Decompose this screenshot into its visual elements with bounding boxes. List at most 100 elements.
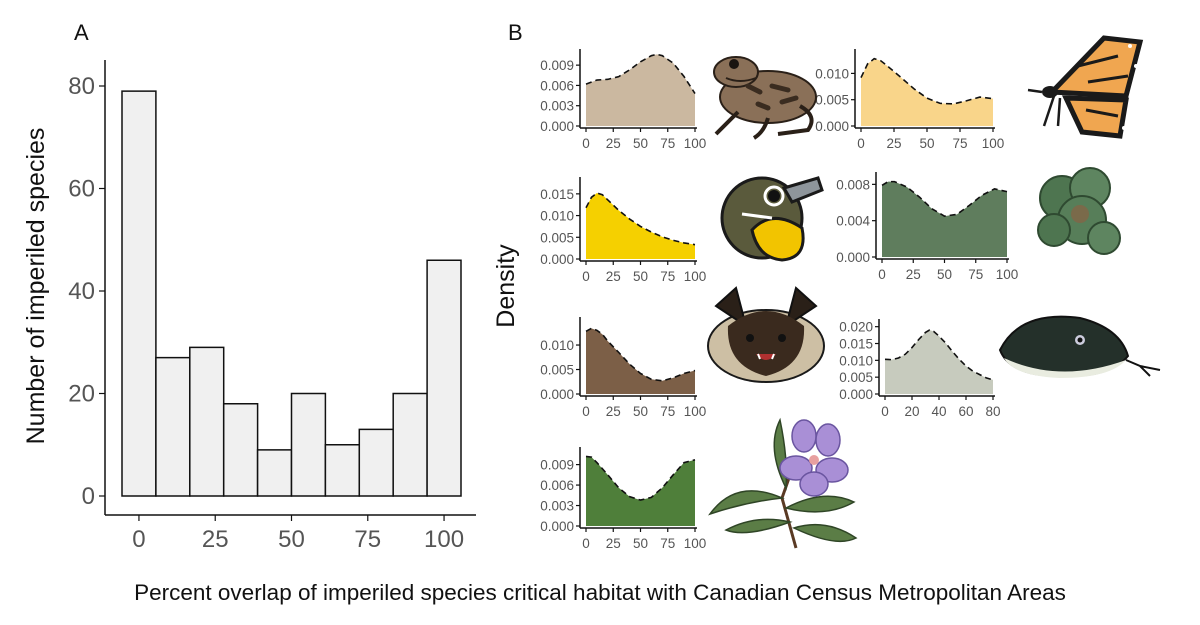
density-curve	[881, 180, 1008, 217]
panel-a-y-tick-label: 60	[68, 176, 95, 203]
density-y-tick-label: 0.010	[839, 353, 873, 368]
panel-a-x-tick-label: 50	[278, 526, 305, 553]
lichen-illustration	[1037, 167, 1121, 255]
density-x-tick-label: 100	[684, 404, 707, 419]
density-y-tick-label: 0.005	[540, 230, 574, 245]
panel-a-histogram: 0 20 40 60 80 0 25 50 75 100	[68, 60, 476, 553]
density-x-tick-label: 0	[857, 136, 865, 151]
density-x-tick-label: 75	[968, 267, 983, 282]
histogram-bar	[426, 259, 462, 497]
panel-a-x-tick-label: 0	[132, 526, 145, 553]
histogram-bar	[121, 90, 157, 497]
density-x-tick-label: 50	[633, 404, 648, 419]
density-y-tick-label: 0.000	[839, 387, 873, 402]
density-x-tick-label: 80	[985, 404, 1000, 419]
histogram-bar	[256, 449, 293, 497]
density-x-tick-label: 0	[582, 404, 590, 419]
density-x-tick-label: 25	[606, 269, 621, 284]
density-y-tick-label: 0.000	[836, 250, 870, 265]
monarch-butterfly-illustration	[1027, 35, 1144, 139]
density-x-tick-label: 50	[919, 136, 934, 151]
density-x-tick-label: 25	[606, 536, 621, 551]
density-y-tick-label: 0.010	[540, 338, 574, 353]
panel-b-y-axis-label: Density	[492, 244, 520, 328]
snake-illustration	[998, 315, 1161, 378]
density-area	[885, 330, 993, 394]
histogram-bar	[358, 428, 394, 497]
density-x-tick-label: 0	[878, 267, 886, 282]
panel-a-x-tick-label: 100	[424, 526, 464, 553]
density-x-tick-label: 25	[606, 404, 621, 419]
density-x-tick-label: 100	[684, 269, 707, 284]
density-y-tick-label: 0.000	[540, 252, 574, 267]
density-y-tick-label: 0.003	[540, 99, 574, 114]
histogram-bar	[189, 346, 225, 497]
panel-b-density-plots: 0.000 0.003 0.006 0.009 0 25 50 75 100 0.000 0.005…	[540, 49, 1018, 551]
density-y-tick-label: 0.009	[540, 458, 574, 473]
density-curve	[585, 327, 696, 382]
density-x-tick-label: 75	[660, 136, 675, 151]
panel-a-label: A	[74, 20, 89, 45]
panel-a-y-axis-label: Number of imperiled species	[22, 128, 50, 445]
density-area	[861, 58, 993, 126]
density-x-tick-label: 0	[582, 269, 590, 284]
density-y-tick-label: 0.005	[839, 370, 873, 385]
histogram-bar	[324, 444, 361, 497]
density-y-tick-label: 0.015	[540, 187, 574, 202]
density-y-tick-label: 0.005	[815, 93, 849, 108]
panel-a-y-tick-label: 40	[68, 278, 95, 305]
density-x-tick-label: 25	[606, 136, 621, 151]
density-curve	[884, 329, 994, 381]
density-curve	[585, 455, 696, 501]
density-y-tick-label: 0.004	[836, 214, 870, 229]
density-y-tick-label: 0.000	[815, 119, 849, 134]
density-x-tick-label: 75	[660, 536, 675, 551]
density-subplot-bat: 0.000 0.005 0.010 0 25 50 75 100	[540, 317, 706, 419]
density-x-tick-label: 75	[952, 136, 967, 151]
density-y-tick-label: 0.006	[540, 78, 574, 93]
density-x-tick-label: 50	[633, 536, 648, 551]
density-x-tick-label: 50	[937, 267, 952, 282]
frog-illustration	[713, 56, 817, 140]
density-y-tick-label: 0.015	[839, 337, 873, 352]
density-y-tick-label: 0.003	[540, 499, 574, 514]
density-x-tick-label: 75	[660, 269, 675, 284]
density-x-tick-label: 100	[684, 136, 707, 151]
density-subplot-violet: 0.000 0.003 0.006 0.009 0 25 50 75 100	[540, 447, 706, 551]
density-area	[586, 54, 695, 127]
density-x-tick-label: 50	[633, 269, 648, 284]
density-y-tick-label: 0.020	[839, 320, 873, 335]
density-area	[586, 328, 695, 394]
density-y-tick-label: 0.008	[836, 177, 870, 192]
density-subplot-lichen: 0.000 0.004 0.008 0 25 50 75 100	[836, 172, 1018, 282]
density-x-tick-label: 100	[982, 136, 1005, 151]
density-y-tick-label: 0.009	[540, 58, 574, 73]
panel-a-y-tick-label: 20	[68, 381, 95, 408]
density-x-tick-label: 0	[582, 536, 590, 551]
density-x-tick-label: 25	[906, 267, 921, 282]
panel-b-label: B	[508, 20, 523, 45]
density-y-tick-label: 0.000	[540, 519, 574, 534]
density-y-tick-label: 0.010	[540, 209, 574, 224]
density-x-tick-label: 100	[996, 267, 1019, 282]
density-area	[586, 456, 695, 526]
histogram-bar	[290, 392, 327, 497]
density-subplot-butterfly: 0.000 0.005 0.010 0 25 50 75 100	[815, 49, 1004, 151]
x-axis-label: Percent overlap of imperiled species cri…	[134, 580, 1066, 605]
density-x-tick-label: 25	[886, 136, 901, 151]
violet-flower-illustration	[708, 417, 858, 549]
density-y-tick-label: 0.005	[540, 363, 574, 378]
density-curve	[860, 57, 994, 105]
density-x-tick-label: 20	[904, 404, 919, 419]
density-x-tick-label: 50	[633, 136, 648, 151]
panel-a-y-tick-label: 80	[68, 73, 95, 100]
histogram-bar	[392, 392, 428, 497]
panel-a-x-tick-label: 25	[202, 526, 229, 553]
density-area	[586, 192, 695, 259]
density-y-tick-label: 0.000	[540, 119, 574, 134]
density-x-tick-label: 40	[931, 404, 946, 419]
density-subplot-frog: 0.000 0.003 0.006 0.009 0 25 50 75 100	[540, 49, 706, 151]
density-y-tick-label: 0.000	[540, 387, 574, 402]
panel-a-y-tick-label: 0	[82, 483, 95, 510]
